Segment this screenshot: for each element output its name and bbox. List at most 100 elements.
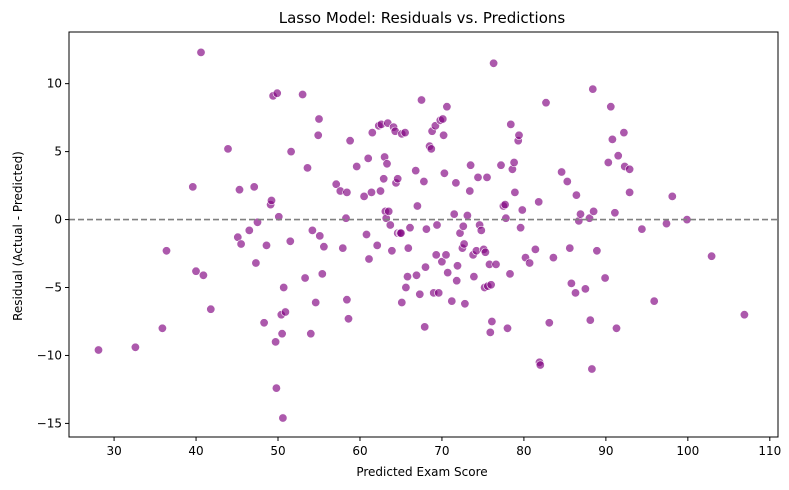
data-point — [272, 88, 282, 98]
data-point — [426, 144, 436, 154]
data-point — [517, 205, 527, 215]
y-tick-label: 10 — [47, 77, 62, 91]
data-point — [588, 84, 598, 94]
data-point — [606, 102, 616, 112]
data-point — [452, 276, 462, 286]
data-point — [514, 130, 524, 140]
y-axis-label: Residual (Actual - Predicted) — [11, 151, 25, 321]
data-point — [400, 128, 410, 138]
data-point — [345, 136, 355, 146]
data-point — [506, 119, 516, 129]
data-point — [196, 47, 206, 57]
data-points — [94, 47, 749, 423]
data-point — [575, 209, 585, 219]
data-point — [458, 221, 468, 231]
data-point — [580, 284, 590, 294]
data-point — [286, 147, 296, 157]
data-point — [313, 130, 323, 140]
data-point — [516, 223, 526, 233]
data-point — [589, 206, 599, 216]
data-point — [278, 413, 288, 423]
data-point — [402, 272, 412, 282]
data-point — [510, 187, 520, 197]
data-point — [585, 315, 595, 325]
data-point — [261, 240, 271, 250]
data-point — [397, 297, 407, 307]
data-point — [500, 200, 510, 210]
data-point — [375, 186, 385, 196]
plot-area-frame — [68, 31, 779, 438]
x-tick-label: 30 — [106, 444, 121, 458]
data-point — [491, 259, 501, 269]
data-point — [271, 383, 281, 393]
data-point — [401, 282, 411, 292]
data-point — [249, 182, 259, 192]
data-point — [449, 209, 459, 219]
data-point — [251, 258, 261, 268]
data-point — [661, 219, 671, 229]
data-point — [315, 231, 325, 241]
data-point — [279, 282, 289, 292]
data-point — [509, 158, 519, 168]
data-point — [443, 268, 453, 278]
data-point — [431, 250, 441, 260]
data-point — [420, 322, 430, 332]
y-tick-label: −5 — [44, 281, 62, 295]
data-point — [619, 128, 629, 138]
data-point — [364, 254, 374, 264]
data-point — [649, 296, 659, 306]
data-point — [191, 266, 201, 276]
data-point — [387, 246, 397, 256]
data-point — [359, 191, 369, 201]
data-point — [707, 251, 717, 261]
y-tick-label: −15 — [37, 416, 62, 430]
data-point — [600, 273, 610, 283]
y-tick-label: 5 — [54, 145, 62, 159]
data-point — [366, 187, 376, 197]
data-point — [343, 314, 353, 324]
data-point — [525, 258, 535, 268]
data-point — [206, 304, 216, 314]
data-point — [379, 174, 389, 184]
data-point — [280, 307, 290, 317]
data-point — [476, 225, 486, 235]
data-point — [367, 128, 377, 138]
data-point — [439, 130, 449, 140]
data-point — [157, 323, 167, 333]
data-point — [501, 213, 511, 223]
data-point — [363, 153, 373, 163]
data-point — [277, 329, 287, 339]
data-point — [403, 243, 413, 253]
data-point — [432, 220, 442, 230]
chart-title: Lasso Model: Residuals vs. Predictions — [279, 9, 566, 27]
data-point — [331, 179, 341, 189]
data-point — [416, 95, 426, 105]
data-point — [587, 364, 597, 374]
data-point — [566, 278, 576, 288]
data-point — [338, 243, 348, 253]
data-point — [411, 270, 421, 280]
data-point — [162, 246, 172, 256]
data-point — [302, 163, 312, 173]
data-point — [396, 228, 406, 238]
data-point — [473, 172, 483, 182]
data-point — [486, 280, 496, 290]
x-tick-label: 80 — [516, 444, 531, 458]
data-point — [317, 269, 327, 279]
data-point — [223, 144, 233, 154]
x-tick-label: 60 — [352, 444, 367, 458]
x-tick-label: 90 — [598, 444, 613, 458]
data-point — [541, 98, 551, 108]
data-point — [342, 187, 352, 197]
data-point — [571, 190, 581, 200]
data-point — [613, 151, 623, 161]
data-point — [570, 288, 580, 298]
data-point — [459, 239, 469, 249]
data-point — [607, 134, 617, 144]
data-point — [637, 224, 647, 234]
data-point — [466, 160, 476, 170]
data-point — [285, 236, 295, 246]
data-point — [300, 273, 310, 283]
data-point — [447, 296, 457, 306]
data-point — [361, 230, 371, 240]
